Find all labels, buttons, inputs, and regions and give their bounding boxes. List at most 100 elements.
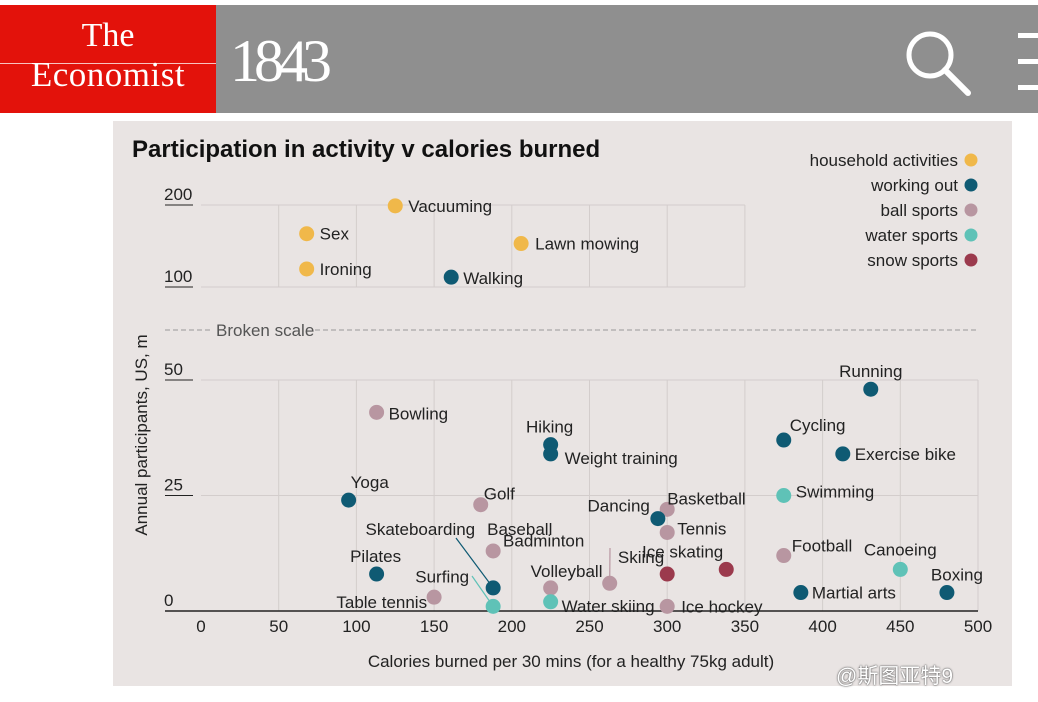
data-label: Ice skating	[642, 542, 723, 561]
data-point	[341, 492, 357, 508]
menu-button[interactable]	[1012, 29, 1038, 95]
chart-card: Participation in activity v calories bur…	[113, 121, 1012, 686]
x-tick-label: 150	[420, 617, 448, 636]
data-label: Skiing	[618, 548, 664, 567]
y-tick-label: 25	[164, 476, 183, 495]
data-point	[485, 598, 501, 614]
data-point	[543, 594, 559, 610]
legend-swatch	[964, 203, 978, 217]
data-label: Tennis	[677, 519, 726, 538]
data-point	[650, 511, 666, 527]
data-label: Exercise bike	[855, 445, 956, 464]
data-point	[602, 575, 618, 591]
data-point	[299, 226, 315, 242]
masthead: The Economist 1843	[0, 5, 1038, 113]
x-axis-label: Calories burned per 30 mins (for a healt…	[368, 652, 774, 671]
data-point	[443, 269, 459, 285]
chart-title: Participation in activity v calories bur…	[132, 136, 600, 163]
search-icon	[906, 31, 971, 96]
magazine-title[interactable]: 1843	[230, 28, 332, 94]
data-label: Weight training	[565, 449, 678, 468]
data-point	[543, 446, 559, 462]
data-label: Ironing	[320, 260, 372, 279]
data-point	[863, 381, 879, 397]
data-label: Pilates	[350, 547, 401, 566]
x-tick-label: 0	[196, 617, 205, 636]
data-label: Sex	[320, 225, 350, 244]
data-point	[718, 561, 734, 577]
x-tick-label: 450	[886, 617, 914, 636]
economist-logo[interactable]: The Economist	[0, 5, 216, 113]
data-label: Yoga	[351, 473, 390, 492]
data-label: Running	[839, 362, 902, 381]
data-point	[369, 404, 385, 420]
logo-the-text: The	[81, 17, 135, 54]
data-label: Table tennis	[336, 593, 427, 612]
x-tick-label: 200	[498, 617, 526, 636]
data-point	[473, 497, 489, 513]
watermark: @斯图亚特9	[836, 665, 953, 688]
y-tick-label: 0	[164, 591, 173, 610]
data-label: Hiking	[526, 418, 573, 437]
data-label: Canoeing	[864, 540, 937, 559]
data-point	[513, 236, 529, 252]
x-tick-label: 300	[653, 617, 681, 636]
data-label: Lawn mowing	[535, 235, 639, 254]
x-tick-label: 250	[575, 617, 603, 636]
data-label: Cycling	[790, 416, 846, 435]
data-point	[426, 589, 442, 605]
scatter-chart: Participation in activity v calories bur…	[132, 136, 992, 671]
legend-label: water sports	[864, 226, 958, 245]
leader-line	[455, 537, 494, 589]
data-point	[485, 543, 501, 559]
data-label: Basketball	[667, 489, 745, 508]
data-point	[835, 446, 851, 462]
data-label: Bowling	[389, 404, 449, 423]
data-label: Badminton	[503, 531, 584, 550]
data-point	[659, 524, 675, 540]
broken-scale-label: Broken scale	[216, 321, 314, 340]
x-tick-label: 400	[808, 617, 836, 636]
x-tick-label: 100	[342, 617, 370, 636]
data-label: Vacuuming	[408, 197, 492, 216]
legend-label: snow sports	[867, 251, 958, 270]
data-label: Ice hockey	[681, 597, 763, 616]
data-point	[543, 580, 559, 596]
y-tick-label: 200	[164, 185, 192, 204]
search-button[interactable]	[900, 25, 976, 101]
data-label: Skateboarding	[366, 520, 476, 539]
x-tick-label: 50	[269, 617, 288, 636]
legend-label: ball sports	[881, 201, 958, 220]
data-point	[299, 261, 315, 277]
data-label: Surfing	[415, 567, 469, 586]
data-point	[387, 198, 403, 214]
y-tick-label: 100	[164, 267, 192, 286]
data-label: Martial arts	[812, 584, 896, 603]
data-point	[892, 561, 908, 577]
data-label: Swimming	[796, 483, 874, 502]
y-axis-label: Annual participants, US, m	[132, 334, 151, 535]
data-point	[485, 580, 501, 596]
legend-swatch	[964, 228, 978, 242]
data-label: Boxing	[931, 566, 983, 585]
data-point	[793, 585, 809, 601]
data-point	[659, 598, 675, 614]
logo-rule	[0, 63, 216, 64]
y-tick-label: 50	[164, 360, 183, 379]
x-tick-label: 350	[731, 617, 759, 636]
data-point	[659, 501, 675, 517]
data-point	[776, 548, 792, 564]
data-label: Baseball	[487, 520, 552, 539]
data-point	[369, 566, 385, 582]
legend-label: working out	[870, 176, 958, 195]
data-label: Football	[792, 537, 852, 556]
data-point	[659, 566, 675, 582]
legend-swatch	[964, 253, 978, 267]
data-point	[776, 432, 792, 448]
data-point	[939, 585, 955, 601]
legend-swatch	[964, 178, 978, 192]
data-label: Dancing	[588, 497, 650, 516]
data-label: Golf	[484, 485, 515, 504]
data-label: Water skiing	[562, 597, 655, 616]
data-label: Walking	[463, 269, 523, 288]
